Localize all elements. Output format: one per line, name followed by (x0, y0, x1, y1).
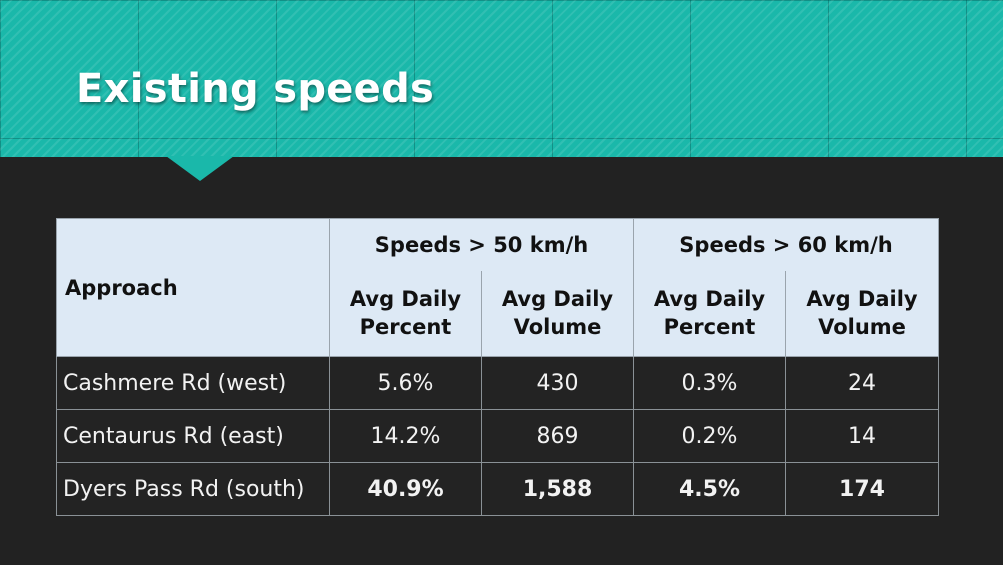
table-cell: 4.5% (633, 462, 786, 516)
subheader-line: Avg Daily (349, 287, 462, 312)
table-subheader-row: Avg Daily Percent Avg Daily Volume Avg D… (57, 270, 939, 357)
group-header-50: Speeds > 50 km/h (329, 218, 634, 271)
subheader-60-percent: Avg Daily Percent (633, 270, 786, 357)
subheader-line: Volume (818, 315, 906, 340)
table-cell: 14 (785, 409, 939, 463)
subheader-line: Avg Daily (806, 287, 918, 312)
subheader-line: Volume (513, 315, 602, 340)
table-header-row: Approach Speeds > 50 km/h Speeds > 60 km… (56, 218, 939, 357)
subheader-50-volume: Avg Daily Volume (481, 270, 634, 357)
approach-name: Cashmere Rd (west) (56, 356, 330, 410)
approach-header: Approach (56, 218, 330, 357)
header-notch (166, 156, 234, 181)
table-row: Dyers Pass Rd (south) 40.9% 1,588 4.5% 1… (56, 462, 939, 516)
header-banner (0, 0, 1003, 157)
table-cell: 5.6% (329, 356, 482, 410)
table-cell: 430 (481, 356, 634, 410)
subheader-line: Percent (359, 315, 452, 340)
table-row: Cashmere Rd (west) 5.6% 430 0.3% 24 (56, 356, 939, 410)
subheader-line: Avg Daily (501, 287, 614, 312)
group-header-60: Speeds > 60 km/h (633, 218, 939, 271)
approach-name: Centaurus Rd (east) (56, 409, 330, 463)
approach-name: Dyers Pass Rd (south) (56, 462, 330, 516)
subheader-50-percent: Avg Daily Percent (329, 270, 482, 357)
subheader-line: Avg Daily (653, 287, 766, 312)
table-cell: 0.2% (633, 409, 786, 463)
table-cell: 174 (785, 462, 939, 516)
subheader-60-volume: Avg Daily Volume (785, 270, 939, 357)
table-cell: 24 (785, 356, 939, 410)
table-cell: 0.3% (633, 356, 786, 410)
speeds-table: Approach Speeds > 50 km/h Speeds > 60 km… (56, 218, 939, 516)
table-cell: 869 (481, 409, 634, 463)
table-cell: 40.9% (329, 462, 482, 516)
subheader-line: Percent (663, 315, 756, 340)
table-cell: 14.2% (329, 409, 482, 463)
slide-title: Existing speeds (76, 66, 435, 112)
table-cell: 1,588 (481, 462, 634, 516)
table-row: Centaurus Rd (east) 14.2% 869 0.2% 14 (56, 409, 939, 463)
